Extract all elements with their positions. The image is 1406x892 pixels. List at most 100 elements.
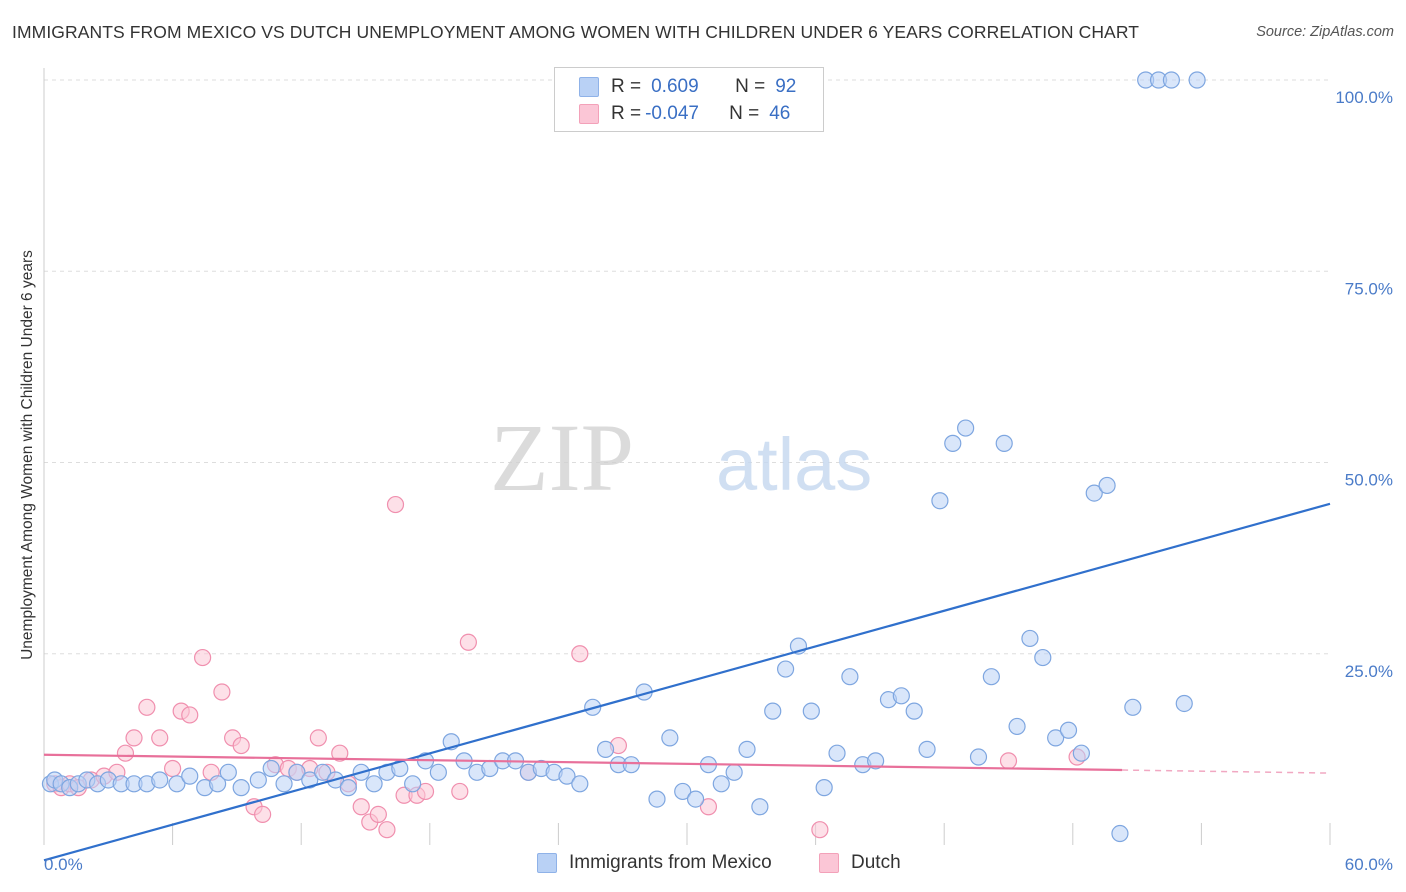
series-legend-label: Immigrants from Mexico [569, 852, 772, 873]
legend-row-dutch: R = -0.047 N = 46 [579, 101, 790, 127]
mexico-point [181, 767, 199, 785]
stats-legend: R = 0.609 N = 92 R = -0.047 N = 46 [554, 67, 824, 132]
dutch-point [151, 729, 169, 747]
tick-labels: 100.0% 75.0% 50.0% 25.0% 0.0% 60.0% [44, 88, 1393, 874]
watermark-zip: ZIP [490, 404, 634, 511]
legend-r-label: R = [611, 103, 642, 124]
dutch-trendline [43, 753, 1123, 772]
grid-lines [43, 68, 1331, 845]
mexico-point [151, 771, 169, 789]
dutch-point [194, 648, 212, 667]
mexico-point [262, 759, 280, 778]
mexico-point [841, 668, 859, 686]
mexico-point [404, 775, 422, 793]
mexico-point [738, 740, 756, 758]
dutch-point [331, 744, 349, 762]
mexico-point [1124, 698, 1142, 716]
mexico-point [1162, 71, 1180, 89]
watermark-atlas: atlas [716, 423, 872, 506]
legend-r-value: -0.047 [645, 103, 699, 124]
series-legend-label: Dutch [851, 852, 901, 873]
mexico-point [764, 702, 782, 720]
mexico-point [219, 763, 237, 781]
x-tick-label: 60.0% [1345, 855, 1393, 874]
mexico-point [661, 729, 679, 747]
dutch-point [451, 782, 469, 801]
legend-n-value: 46 [769, 103, 791, 124]
dutch-point [811, 821, 829, 839]
mexico-point [751, 798, 769, 816]
y-tick-label: 50.0% [1345, 471, 1393, 490]
legend-swatch-blue [579, 77, 599, 97]
mexico-point [776, 660, 795, 678]
mexico-point [571, 775, 589, 793]
legend-n-label: N = [735, 76, 766, 97]
series-swatch-blue [537, 853, 557, 873]
mexico-trendline [43, 502, 1331, 862]
dutch-point [213, 683, 231, 701]
source-label: Source: ZipAtlas.com [1256, 24, 1394, 40]
legend-n-label: N = [729, 103, 760, 124]
y-tick-label: 100.0% [1335, 88, 1393, 107]
mexico-point [712, 775, 730, 793]
mexico-point [957, 419, 975, 437]
mexico-point [905, 702, 923, 720]
legend-row-mexico: R = 0.609 N = 92 [579, 74, 796, 100]
mexico-point [892, 687, 910, 705]
mexico-point [725, 763, 743, 781]
dutch-point [699, 798, 718, 816]
mexico-point [918, 740, 936, 758]
mexico-point [1059, 721, 1078, 739]
dutch-point [378, 821, 396, 839]
mexico-point [1047, 729, 1065, 747]
dutch-trendline-extension [1122, 769, 1331, 774]
dutch-point [571, 645, 589, 663]
watermark: ZIP atlas [490, 404, 872, 511]
mexico-point [969, 748, 988, 766]
series-legend: Immigrants from Mexico Dutch [0, 852, 1406, 878]
legend-r-label: R = [611, 76, 642, 97]
mexico-point [301, 771, 319, 789]
mexico-point [275, 775, 293, 793]
mexico-point [596, 740, 615, 758]
dutch-point [309, 729, 327, 747]
mexico-point [429, 763, 447, 781]
dutch-point [386, 495, 405, 514]
mexico-point [1098, 476, 1116, 495]
mexico-point [365, 775, 383, 793]
mexico-point [802, 702, 820, 720]
mexico-point [931, 492, 949, 510]
mexico-point [815, 779, 833, 797]
mexico-point [686, 790, 705, 808]
trendlines [43, 502, 1331, 862]
mexico-point [1072, 744, 1090, 762]
mexico-point [314, 763, 332, 781]
x-tick-label: 0.0% [44, 855, 83, 874]
series-legend-dutch: Dutch [819, 852, 901, 874]
dutch-point [352, 798, 370, 816]
chart-title: IMMIGRANTS FROM MEXICO VS DUTCH UNEMPLOY… [12, 22, 1140, 42]
mexico-point [982, 668, 1000, 686]
dutch-point [999, 752, 1018, 770]
dutch-point [459, 633, 477, 651]
mexico-point [1021, 629, 1039, 648]
mexico-point [249, 771, 267, 789]
dutch-point [369, 805, 387, 824]
mexico-point [339, 779, 357, 797]
dutch-point [116, 744, 135, 762]
mexico-point [1175, 694, 1193, 713]
mexico-point [1188, 71, 1206, 89]
mexico-point [168, 775, 186, 793]
dutch-point [181, 706, 199, 724]
y-tick-label: 25.0% [1345, 662, 1393, 681]
mexico-point [232, 779, 250, 797]
y-tick-label: 75.0% [1345, 279, 1393, 298]
mexico-point [622, 756, 640, 774]
mexico-point [828, 744, 846, 762]
mexico-point [1085, 484, 1103, 502]
dutch-point [164, 759, 182, 778]
dutch-point [138, 698, 156, 716]
dutch-point [232, 736, 250, 755]
mexico-point [944, 434, 962, 452]
